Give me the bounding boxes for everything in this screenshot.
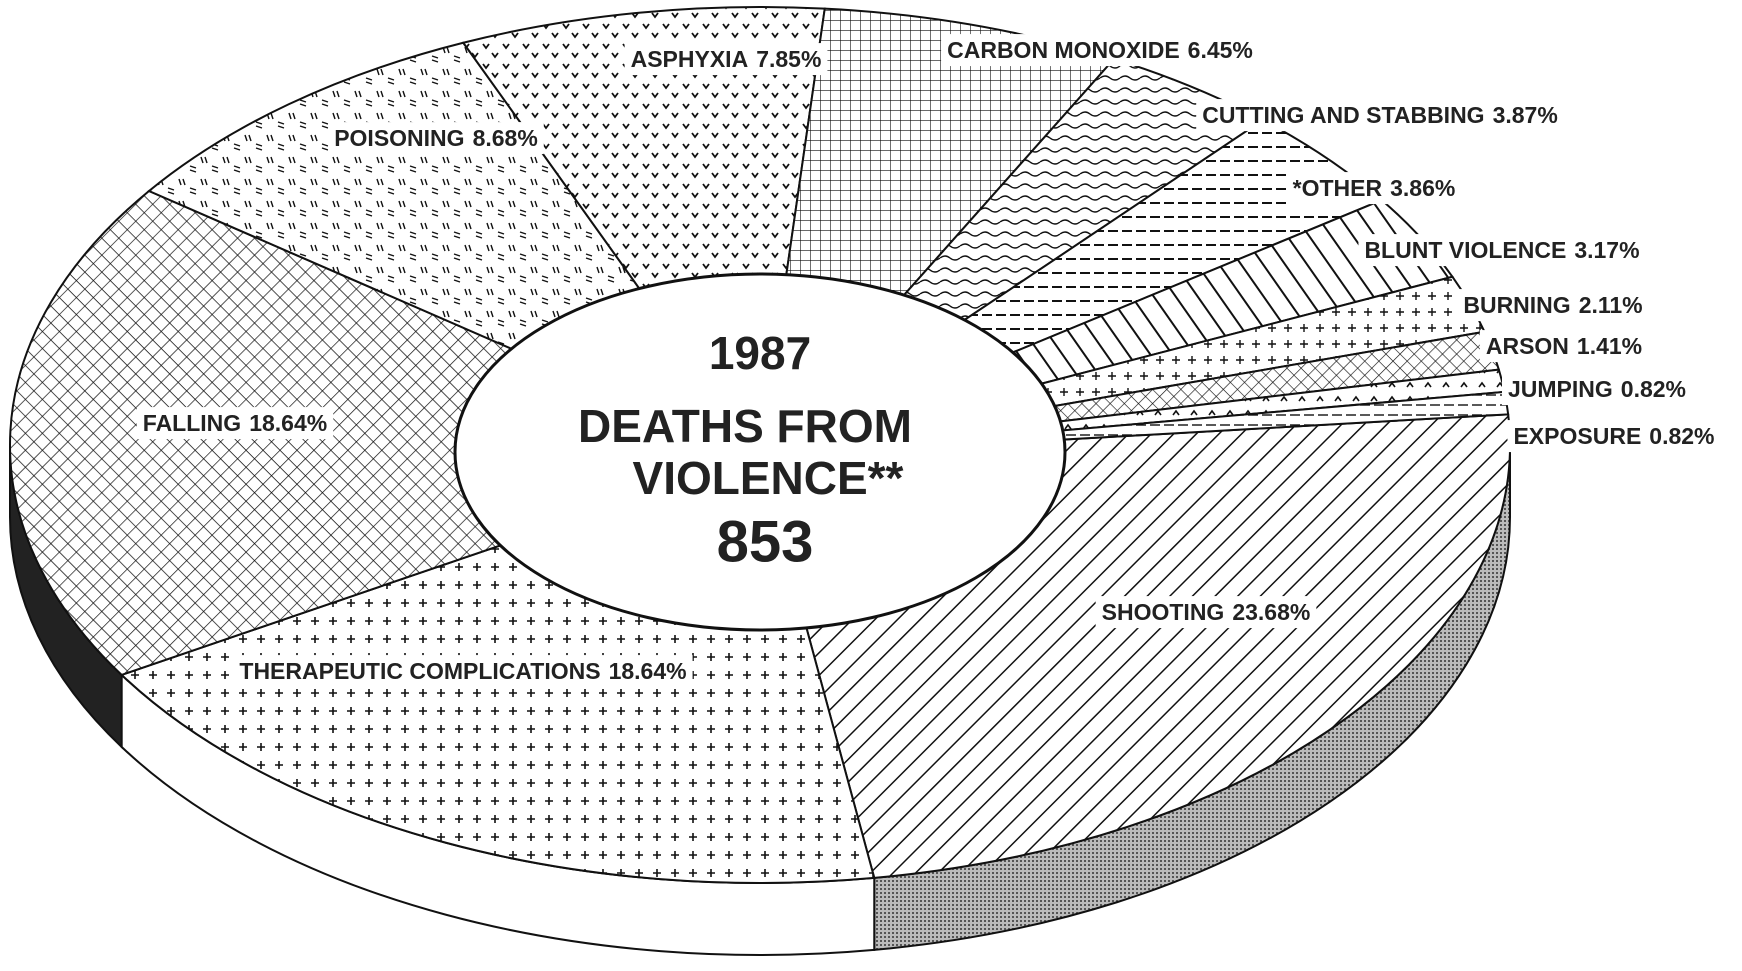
category-label: JUMPING	[1508, 376, 1613, 402]
slice-label: BURNING 2.11%	[1463, 292, 1642, 318]
label-background	[941, 34, 1259, 67]
center-title: 1987	[709, 327, 811, 379]
category-label: ARSON	[1486, 333, 1569, 359]
value-label: 18.64%	[249, 410, 327, 436]
category-label: SHOOTING	[1102, 599, 1225, 625]
category-label: FALLING	[143, 410, 241, 436]
value-label: 2.11%	[1579, 292, 1643, 318]
slice-label: JUMPING 0.82%	[1508, 376, 1686, 402]
labels: SHOOTING 23.68% THERAPEUTIC COMPLICATIONS 1…	[136, 34, 1721, 688]
category-label: CUTTING AND STABBING	[1202, 102, 1484, 128]
label-background	[1501, 373, 1693, 406]
slice-label: FALLING 18.64%	[143, 410, 327, 436]
slice-label: ARSON 1.41%	[1486, 333, 1642, 359]
value-label: 6.45%	[1188, 37, 1253, 63]
value-label: 18.64%	[609, 658, 687, 684]
value-label: 1.41%	[1577, 333, 1642, 359]
center-total: 853	[717, 509, 814, 574]
slice-label: CARBON MONOXIDE 6.45%	[947, 37, 1253, 63]
label-background	[233, 655, 693, 688]
label-background	[624, 43, 828, 76]
slice-label: BLUNT VIOLENCE 3.17%	[1364, 237, 1639, 263]
value-label: 7.85%	[756, 46, 821, 72]
value-label: 3.87%	[1493, 102, 1558, 128]
value-label: 8.68%	[473, 125, 538, 151]
label-background	[1479, 330, 1649, 363]
label-background	[136, 407, 334, 440]
value-label: 23.68%	[1232, 599, 1310, 625]
value-label: 0.82%	[1621, 376, 1686, 402]
slice-label: THERAPEUTIC COMPLICATIONS 18.64%	[239, 658, 686, 684]
center-subtitle: VIOLENCE**	[633, 452, 904, 504]
slice-label: *OTHER 3.86%	[1293, 175, 1456, 201]
slice-label: EXPOSURE 0.82%	[1513, 423, 1714, 449]
slice-label: POISONING 8.68%	[334, 125, 538, 151]
category-label: BLUNT VIOLENCE	[1364, 237, 1566, 263]
label-background	[1507, 420, 1721, 453]
slice-label: ASPHYXIA 7.85%	[631, 46, 822, 72]
center-subtitle: DEATHS FROM	[578, 400, 912, 452]
label-background	[1358, 234, 1646, 267]
category-label: THERAPEUTIC COMPLICATIONS	[239, 658, 600, 684]
category-label: *OTHER	[1293, 175, 1383, 201]
slice-label: CUTTING AND STABBING 3.87%	[1202, 102, 1558, 128]
pie-slices	[9, 6, 1511, 884]
category-label: POISONING	[334, 125, 464, 151]
value-label: 3.17%	[1574, 237, 1639, 263]
label-background	[1286, 172, 1462, 205]
label-background	[1196, 99, 1564, 132]
category-label: ASPHYXIA	[631, 46, 749, 72]
category-label: CARBON MONOXIDE	[947, 37, 1180, 63]
label-background	[1457, 289, 1649, 322]
category-label: EXPOSURE	[1513, 423, 1641, 449]
value-label: 3.86%	[1390, 175, 1455, 201]
value-label: 0.82%	[1649, 423, 1714, 449]
label-background	[1095, 596, 1317, 629]
category-label: BURNING	[1463, 292, 1570, 318]
donut-hole	[453, 272, 1067, 632]
label-background	[328, 122, 544, 155]
slice-label: SHOOTING 23.68%	[1102, 599, 1311, 625]
